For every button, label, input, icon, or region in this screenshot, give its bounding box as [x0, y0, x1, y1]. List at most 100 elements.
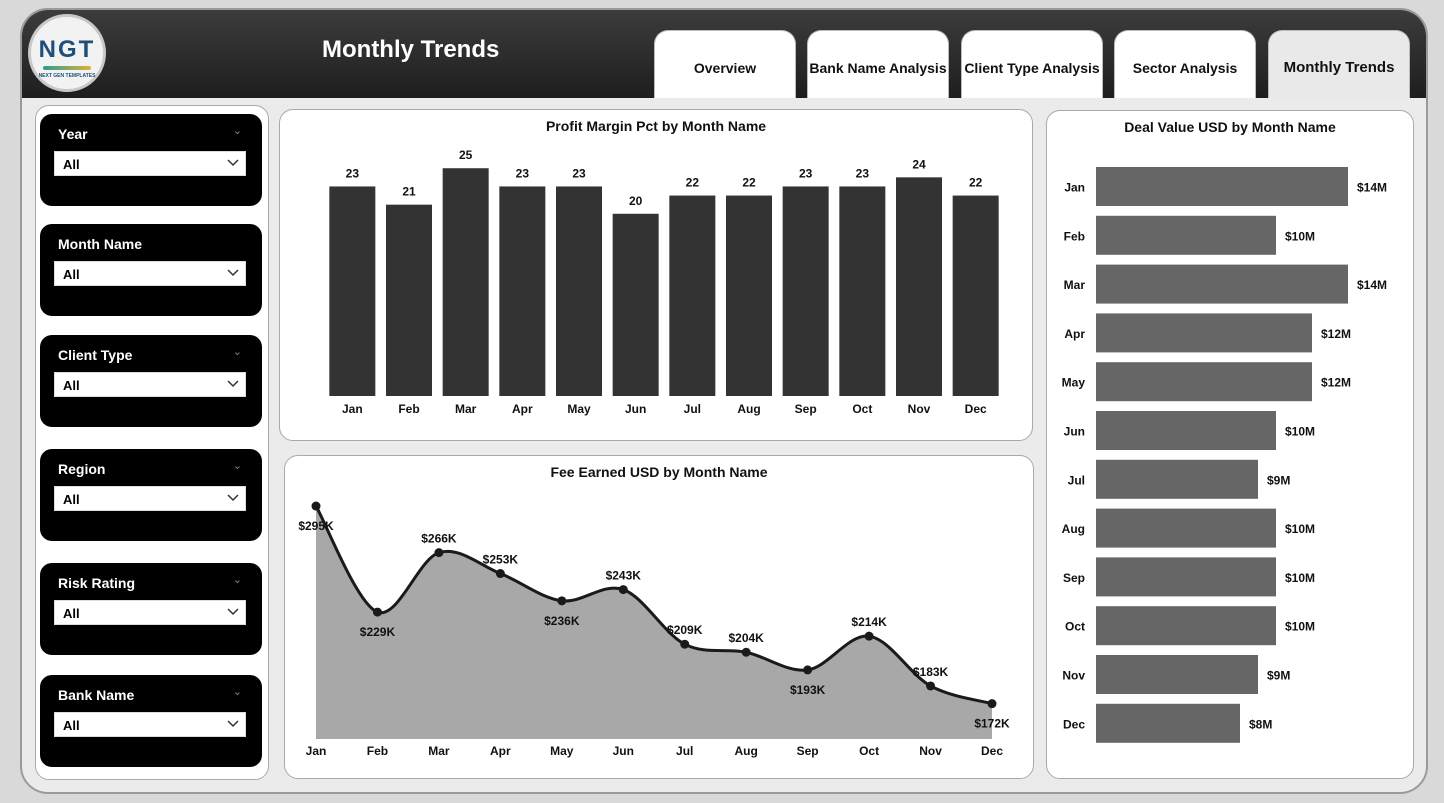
- data-label: 22: [742, 176, 756, 190]
- chevron-down-icon[interactable]: ⌄: [232, 686, 242, 698]
- data-label: $295K: [298, 519, 334, 533]
- data-point-nov: [926, 681, 936, 691]
- month-name-dropdown[interactable]: All: [54, 261, 246, 286]
- dropdown-arrow-icon: [227, 269, 239, 277]
- slicer-value: All: [63, 267, 80, 282]
- fee-area: [316, 506, 992, 739]
- data-label: $204K: [728, 631, 764, 645]
- data-point-dec: [987, 699, 997, 709]
- slicer-value: All: [63, 718, 80, 733]
- data-point-sep: [803, 665, 813, 675]
- slicer-bank-name: Bank Name ⌄ All: [40, 675, 262, 767]
- bar-apr: [1096, 313, 1312, 353]
- data-label: $253K: [483, 553, 519, 567]
- bar-mar: [442, 168, 489, 396]
- tab-bank-name-analysis[interactable]: Bank Name Analysis: [807, 30, 949, 98]
- region-dropdown[interactable]: All: [54, 486, 246, 511]
- chevron-down-icon[interactable]: ⌄: [232, 125, 242, 137]
- dropdown-arrow-icon: [227, 608, 239, 616]
- tab-client-type-analysis[interactable]: Client Type Analysis: [961, 30, 1103, 98]
- data-label: 24: [912, 157, 926, 171]
- x-tick-label: Feb: [367, 744, 388, 758]
- data-point-jun: [618, 585, 628, 595]
- slicer-title: Client Type: [58, 347, 133, 363]
- data-label: 23: [516, 166, 530, 180]
- slicer-risk-rating: Risk Rating ⌄ All: [40, 563, 262, 655]
- bar-oct: [1096, 606, 1276, 646]
- bar-may: [1096, 362, 1312, 402]
- bar-jan: [1096, 167, 1348, 206]
- data-label: 23: [572, 166, 586, 180]
- x-tick-label: Nov: [908, 402, 931, 416]
- profit-margin-chart-panel: Profit Margin Pct by Month Name 23 Jan 21 F…: [279, 109, 1033, 441]
- x-tick-label: Jan: [342, 402, 363, 416]
- x-tick-label: Jun: [613, 744, 634, 758]
- x-tick-label: Apr: [490, 744, 511, 758]
- y-tick-label: Jan: [1064, 181, 1085, 195]
- logo-text: NGT: [38, 36, 96, 63]
- data-label: $229K: [360, 625, 396, 639]
- data-point-feb: [372, 607, 382, 617]
- y-tick-label: Jun: [1064, 425, 1085, 439]
- data-point-oct: [864, 631, 874, 641]
- slicer-title: Region: [58, 461, 106, 477]
- chevron-down-icon[interactable]: ⌄: [232, 574, 242, 586]
- data-label: $10M: [1285, 620, 1315, 634]
- bar-feb: [386, 204, 432, 396]
- x-tick-label: Aug: [737, 402, 760, 416]
- bar-aug: [726, 195, 772, 396]
- client-type-dropdown[interactable]: All: [54, 372, 246, 397]
- bar-dec: [952, 195, 999, 396]
- bar-nov: [1096, 655, 1258, 694]
- chevron-down-icon[interactable]: ⌄: [232, 460, 242, 472]
- data-point-apr: [495, 569, 505, 579]
- slicer-value: All: [63, 606, 80, 621]
- data-label: $10M: [1285, 571, 1315, 585]
- dropdown-arrow-icon: [227, 380, 239, 388]
- data-label: $12M: [1321, 376, 1351, 390]
- risk-rating-dropdown[interactable]: All: [54, 600, 246, 625]
- tab-monthly-trends[interactable]: Monthly Trends: [1268, 30, 1410, 98]
- bar-may: [556, 186, 602, 396]
- x-tick-label: May: [567, 402, 591, 416]
- data-label: $10M: [1285, 229, 1315, 243]
- data-label: 23: [799, 166, 813, 180]
- y-tick-label: Sep: [1063, 571, 1085, 585]
- data-label: 23: [346, 166, 360, 180]
- x-tick-label: Dec: [965, 402, 987, 416]
- chart-title: Fee Earned USD by Month Name: [550, 464, 768, 480]
- chart-title: Deal Value USD by Month Name: [1124, 119, 1336, 135]
- x-tick-label: Aug: [735, 744, 758, 758]
- data-label: $172K: [974, 717, 1010, 731]
- filter-panel: Year ⌄ All Month Name All Client Type ⌄ …: [35, 105, 269, 780]
- data-label: $183K: [913, 665, 949, 679]
- data-point-aug: [741, 647, 751, 657]
- year-dropdown[interactable]: All: [54, 151, 246, 176]
- slicer-month-name: Month Name All: [40, 224, 262, 316]
- y-tick-label: Dec: [1063, 717, 1085, 731]
- bank-name-dropdown[interactable]: All: [54, 712, 246, 737]
- tab-overview[interactable]: Overview: [654, 30, 796, 98]
- y-tick-label: Nov: [1062, 669, 1085, 683]
- data-point-jul: [680, 639, 690, 649]
- slicer-year: Year ⌄ All: [40, 114, 262, 206]
- data-label: $10M: [1285, 522, 1315, 536]
- bar-jun: [1096, 411, 1276, 450]
- x-tick-label: Oct: [859, 744, 879, 758]
- tab-sector-analysis[interactable]: Sector Analysis: [1114, 30, 1256, 98]
- x-tick-label: Sep: [795, 402, 817, 416]
- y-tick-label: Aug: [1062, 522, 1085, 536]
- slicer-title: Risk Rating: [58, 575, 136, 591]
- x-tick-label: May: [550, 744, 574, 758]
- bar-sep: [782, 186, 829, 396]
- data-label: $266K: [421, 532, 457, 546]
- profit-margin-chart: 23 Jan 21 Feb 25 Mar 23 Apr 23 May 20 Jun 22 Jul 22 Aug…: [329, 148, 999, 416]
- header-bar: NGT NEXT GEN TEMPLATES Monthly Trends Ov…: [22, 10, 1426, 98]
- data-label: $8M: [1249, 717, 1272, 731]
- data-label: 25: [459, 148, 473, 162]
- x-tick-label: Mar: [428, 744, 450, 758]
- data-label: $209K: [667, 623, 703, 637]
- x-tick-label: Mar: [455, 402, 477, 416]
- chevron-down-icon[interactable]: ⌄: [232, 346, 242, 358]
- page-title: Monthly Trends: [322, 36, 500, 63]
